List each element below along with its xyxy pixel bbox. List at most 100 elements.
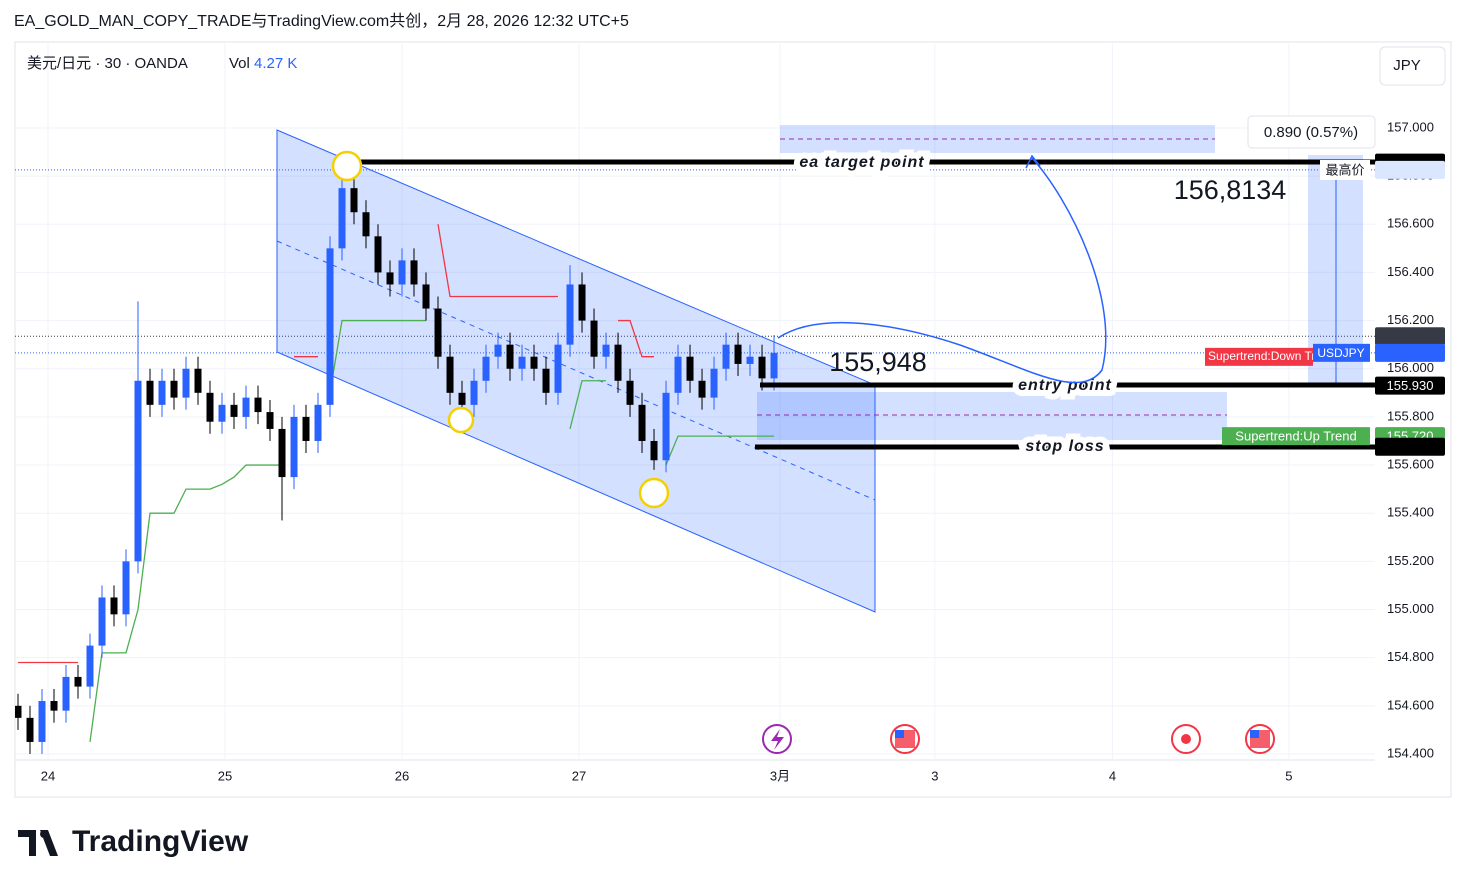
supertrend-line xyxy=(89,319,775,743)
stop-label: stop loss xyxy=(1025,438,1104,455)
currency-label[interactable]: JPY xyxy=(1393,57,1421,74)
price-tag xyxy=(1375,437,1445,456)
candle-body xyxy=(554,344,562,393)
candle-body xyxy=(458,392,466,405)
entry-label: entry point xyxy=(1018,377,1112,394)
candle-body xyxy=(302,416,310,441)
candle-body xyxy=(290,416,298,478)
drawings xyxy=(276,125,1363,613)
y-tick-label: 155.200 xyxy=(1387,553,1434,568)
candle-body xyxy=(410,260,418,285)
candle-body xyxy=(614,344,622,381)
legend-symbol: 美元/日元 · 30 · OANDA xyxy=(27,55,188,72)
candle-body xyxy=(74,676,82,687)
candle-body xyxy=(662,392,670,461)
series-tag-label: Supertrend:Up Trend xyxy=(1235,429,1356,444)
candle-body xyxy=(50,701,58,711)
candle-body xyxy=(434,308,442,357)
price-tag xyxy=(1375,160,1445,179)
candle-body xyxy=(146,380,154,405)
candle-body xyxy=(86,645,94,687)
x-tick-label: 27 xyxy=(572,768,586,783)
legend-volume: 4.27 K xyxy=(254,55,297,72)
candle-body xyxy=(650,440,658,461)
y-tick-label: 155.800 xyxy=(1387,408,1434,423)
candle-body xyxy=(578,284,586,321)
y-tick-label: 154.800 xyxy=(1387,649,1434,664)
candle-body xyxy=(638,404,646,441)
arrow-head xyxy=(1025,154,1041,169)
brand-logo xyxy=(18,830,58,856)
candle-body xyxy=(722,344,730,369)
candle-body xyxy=(470,380,478,405)
y-tick-label: 156.000 xyxy=(1387,360,1434,375)
legend-volume-name: Vol xyxy=(229,55,250,72)
brand-name: TradingView xyxy=(72,825,249,858)
event-icon-bolt xyxy=(771,729,784,750)
candle-body xyxy=(542,368,550,393)
candle-body xyxy=(62,676,70,711)
candle-body xyxy=(422,284,430,309)
y-tick-label: 155.000 xyxy=(1387,601,1434,616)
symbol-tag xyxy=(1313,343,1370,362)
measure-text: 0.890 (0.57%) xyxy=(1264,124,1358,141)
candle-body xyxy=(710,368,718,398)
channel xyxy=(276,129,876,613)
y-tick-label: 156.400 xyxy=(1387,264,1434,279)
candle-body xyxy=(206,392,214,422)
y-tick-label: 154.600 xyxy=(1387,697,1434,712)
currency-button[interactable] xyxy=(1379,46,1446,86)
marker-circle xyxy=(331,150,363,182)
x-tick-label: 25 xyxy=(218,768,232,783)
entry-price-note: 155,948 xyxy=(829,347,927,377)
price-tag xyxy=(1375,327,1445,346)
flag-icon xyxy=(895,730,904,738)
candle-body xyxy=(602,344,610,357)
candle-body xyxy=(590,320,598,357)
x-tick-label: 4 xyxy=(1109,768,1116,783)
series-tag-label: Supertrend:Down Trend xyxy=(1208,349,1335,363)
candle-body xyxy=(698,380,706,398)
candle-body xyxy=(446,356,454,393)
candle-body xyxy=(134,380,142,562)
series-tag-bg xyxy=(1222,427,1370,446)
symbol-tag-label: USDJPY xyxy=(1317,346,1364,360)
candle-body xyxy=(194,368,202,393)
supertrend-line xyxy=(18,224,655,664)
target-label: ea target point xyxy=(799,154,924,171)
marker-circle xyxy=(447,406,475,434)
price-tags: Supertrend:Down TrendUSDJPY155.930155.72… xyxy=(1205,153,1445,456)
measure-badge xyxy=(1247,115,1376,149)
y-tick-label: 154.400 xyxy=(1387,745,1434,760)
candle-body xyxy=(686,356,694,381)
candle-body xyxy=(746,356,754,364)
y-tick-label: 156.200 xyxy=(1387,312,1434,327)
candle-body xyxy=(122,561,130,615)
price-tag xyxy=(1375,343,1445,362)
x-tick-label: 5 xyxy=(1285,768,1292,783)
candle-body xyxy=(362,212,370,237)
candle-body xyxy=(770,352,778,379)
candle-body xyxy=(26,717,34,742)
price-tag xyxy=(1375,376,1445,395)
y-tick-label: 157.000 xyxy=(1387,119,1434,134)
candle-body xyxy=(242,397,250,417)
y-tick-label: 156.600 xyxy=(1387,216,1434,231)
event-dot xyxy=(1181,734,1191,744)
series-tag-bg xyxy=(1205,347,1313,366)
candle-body xyxy=(626,380,634,405)
candle-body xyxy=(218,404,226,422)
target-price-note: 156,8134 xyxy=(1174,175,1287,205)
candle-body xyxy=(482,356,490,381)
candle-body xyxy=(350,188,358,213)
candle-body xyxy=(230,404,238,417)
candle-body xyxy=(314,404,322,441)
candle-body xyxy=(182,368,190,398)
entry-zone xyxy=(757,392,1227,440)
y-tick-label: 155.600 xyxy=(1387,456,1434,471)
candle-body xyxy=(38,701,46,742)
candle-body xyxy=(494,344,502,357)
candle-body xyxy=(506,344,514,369)
candle-body xyxy=(398,260,406,285)
